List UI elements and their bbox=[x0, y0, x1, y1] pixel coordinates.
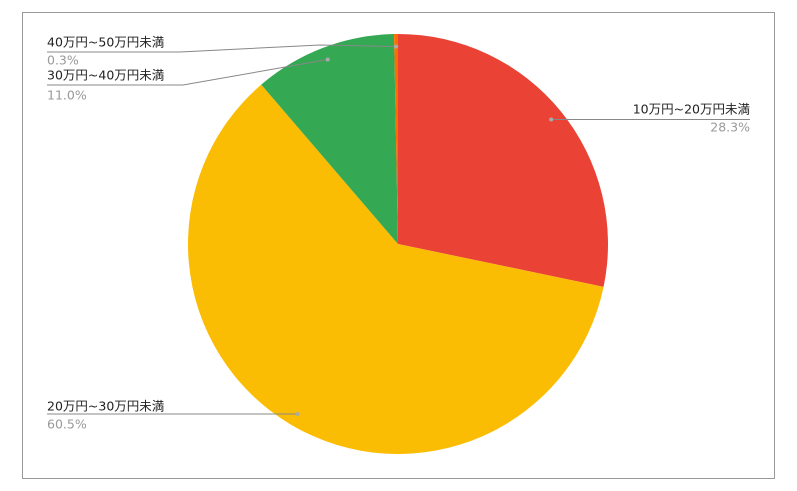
slice-value-label: 28.3% bbox=[710, 120, 750, 135]
slice-label: 10万円~20万円未満 bbox=[633, 102, 750, 117]
leader-dot bbox=[549, 117, 554, 122]
leader-line bbox=[47, 59, 328, 86]
pie-slice bbox=[261, 34, 398, 244]
leader-dot bbox=[295, 411, 300, 416]
leader-dot bbox=[325, 57, 330, 62]
pie-slice bbox=[398, 34, 608, 287]
pie-slice bbox=[188, 84, 604, 454]
slice-label: 40万円~50万円未満 bbox=[47, 35, 164, 50]
slice-value-label: 60.5% bbox=[47, 417, 87, 432]
slice-label: 20万円~30万円未満 bbox=[47, 399, 164, 414]
slice-value-label: 0.3% bbox=[47, 53, 79, 68]
pie-slice bbox=[394, 34, 398, 244]
slice-value-label: 11.0% bbox=[47, 88, 87, 103]
leader-line bbox=[47, 44, 397, 53]
leader-dot bbox=[394, 44, 399, 49]
slice-label: 30万円~40万円未満 bbox=[47, 68, 164, 83]
